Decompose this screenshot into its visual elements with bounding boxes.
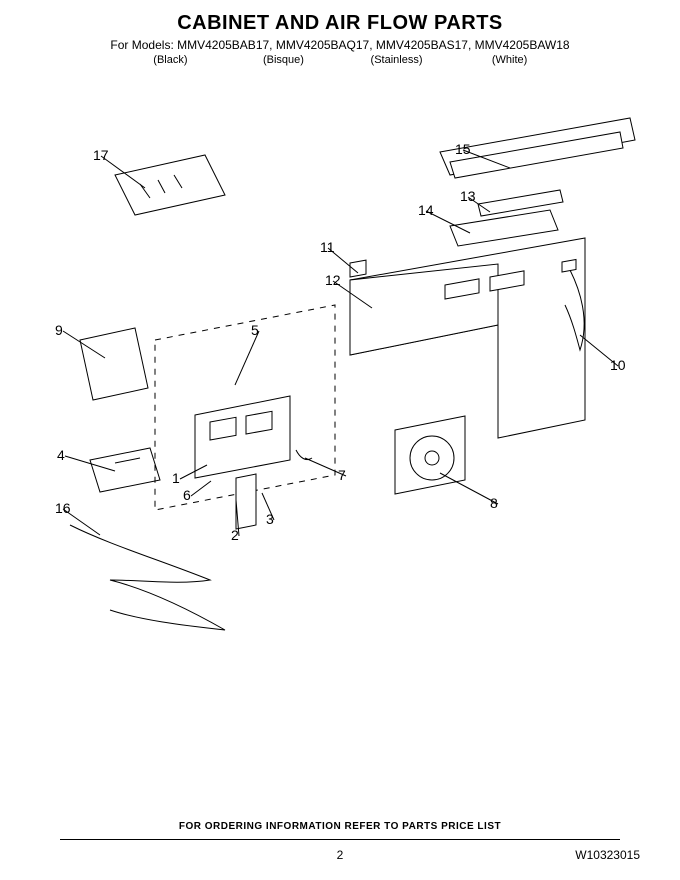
model-0: MMV4205BAB17 <box>177 38 269 52</box>
color-3: (White) <box>455 54 565 66</box>
page-title: CABINET AND AIR FLOW PARTS <box>0 12 680 35</box>
callout-label-9: 9 <box>55 322 63 338</box>
model-2: MMV4205BAS17 <box>376 38 468 52</box>
callout-label-11: 11 <box>320 239 335 255</box>
part-17-plate <box>115 155 225 215</box>
callout-label-10: 10 <box>610 357 626 373</box>
part-12-front <box>350 264 498 355</box>
callout-label-13: 13 <box>460 188 476 204</box>
part-5-control <box>195 396 290 478</box>
part-14-bracket <box>450 210 558 246</box>
part-16-harness <box>70 525 225 630</box>
page: CABINET AND AIR FLOW PARTS For Models: M… <box>0 0 680 880</box>
part-7-wire <box>296 450 312 460</box>
callout-label-7: 7 <box>338 467 346 483</box>
part-9-filter <box>80 328 148 400</box>
color-0: (Black) <box>115 54 225 66</box>
part-8-blower-hub <box>425 451 439 465</box>
callout-label-4: 4 <box>57 447 65 463</box>
callout-leader-5 <box>235 331 259 385</box>
callout-label-16: 16 <box>55 500 71 516</box>
exploded-diagram: 1234567891011121314151617 <box>0 80 680 780</box>
color-1: (Bisque) <box>228 54 338 66</box>
part-4-cover <box>90 448 160 492</box>
callout-label-17: 17 <box>93 147 109 163</box>
footer-note: FOR ORDERING INFORMATION REFER TO PARTS … <box>0 821 680 832</box>
callout-label-3: 3 <box>266 511 274 527</box>
callout-label-5: 5 <box>251 322 259 338</box>
callout-label-12: 12 <box>325 272 341 288</box>
model-1: MMV4205BAQ17 <box>276 38 369 52</box>
callout-label-8: 8 <box>490 495 498 511</box>
part-10-plug <box>562 259 576 272</box>
part-5-stem <box>236 474 256 529</box>
callout-label-2: 2 <box>231 527 239 543</box>
callout-label-6: 6 <box>183 487 191 503</box>
models-subtitle: For Models: MMV4205BAB17, MMV4205BAQ17, … <box>0 38 680 52</box>
callout-label-1: 1 <box>172 470 180 486</box>
subtitle-prefix: For Models: <box>110 38 177 52</box>
doc-number: W10323015 <box>575 848 640 862</box>
callout-leader-6 <box>191 481 211 496</box>
callout-label-15: 15 <box>455 141 471 157</box>
models-color-row: (Black) (Bisque) (Stainless) (White) <box>0 54 680 66</box>
callout-label-14: 14 <box>418 202 434 218</box>
color-2: (Stainless) <box>342 54 452 66</box>
footer-rule <box>60 839 620 840</box>
model-3: MMV4205BAW18 <box>475 38 570 52</box>
